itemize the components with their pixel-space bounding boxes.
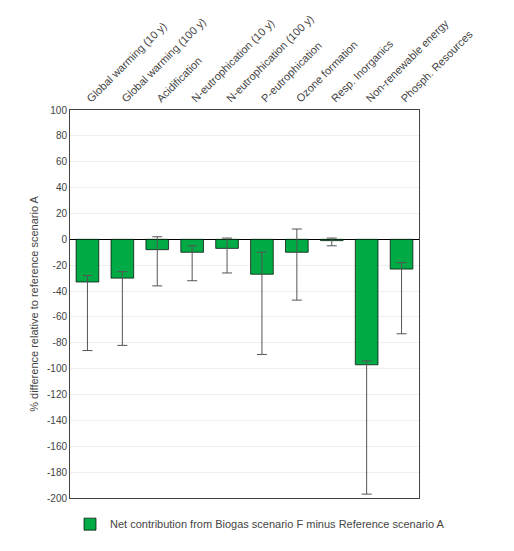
svg-text:80: 80 xyxy=(56,130,68,141)
svg-text:Resp. Inorganics: Resp. Inorganics xyxy=(329,37,396,104)
svg-text:% difference relative to refer: % difference relative to reference scena… xyxy=(28,196,40,412)
svg-text:Global warming (10 y): Global warming (10 y) xyxy=(84,20,169,105)
svg-text:Global warming (100 y): Global warming (100 y) xyxy=(119,16,208,105)
svg-text:Ozone formation: Ozone formation xyxy=(294,38,360,104)
svg-text:P-eutrophication: P-eutrophication xyxy=(259,39,324,104)
svg-text:0: 0 xyxy=(61,234,67,245)
svg-text:60: 60 xyxy=(56,156,68,167)
svg-text:Non-renewable energy: Non-renewable energy xyxy=(363,17,451,105)
svg-text:-20: -20 xyxy=(53,260,68,271)
svg-text:-120: -120 xyxy=(47,389,67,400)
svg-text:-60: -60 xyxy=(53,311,68,322)
svg-text:N-eutrophication (100 y): N-eutrophication (100 y) xyxy=(224,12,316,104)
svg-text:20: 20 xyxy=(56,208,68,219)
svg-text:Net contribution from Biogas s: Net contribution from Biogas scenario F … xyxy=(110,518,444,530)
svg-text:-180: -180 xyxy=(47,467,67,478)
svg-text:-160: -160 xyxy=(47,441,67,452)
svg-text:100: 100 xyxy=(50,105,67,116)
svg-text:-80: -80 xyxy=(53,337,68,348)
svg-text:Phosph. Resources: Phosph. Resources xyxy=(398,28,475,105)
svg-text:-200: -200 xyxy=(47,493,67,504)
svg-text:Acidification: Acidification xyxy=(154,54,204,104)
svg-text:-100: -100 xyxy=(47,363,67,374)
svg-text:N-eutrophication (10 y): N-eutrophication (10 y) xyxy=(189,17,277,105)
svg-text:40: 40 xyxy=(56,182,68,193)
svg-text:-40: -40 xyxy=(53,286,68,297)
svg-text:-140: -140 xyxy=(47,415,67,426)
